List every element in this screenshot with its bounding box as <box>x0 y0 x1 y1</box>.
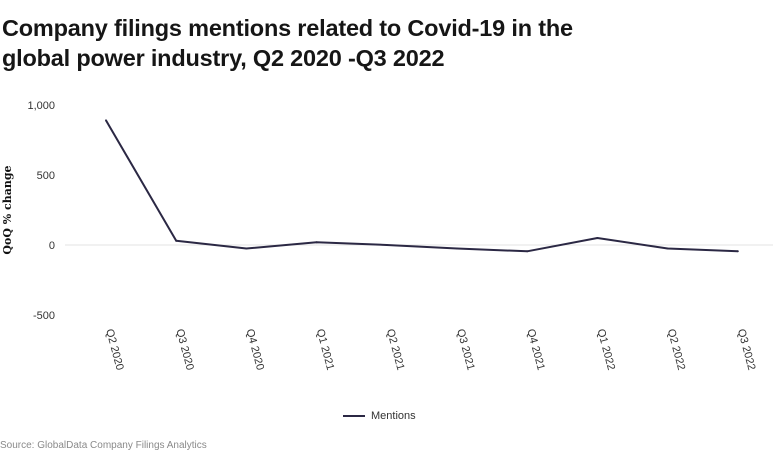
data-point <box>385 244 388 246</box>
y-tick-label: 500 <box>37 170 55 182</box>
x-tick-label: Q3 2020 <box>173 328 196 372</box>
x-tick-label: Q4 2021 <box>524 328 547 372</box>
chart-title-line-1: Company filings mentions related to Covi… <box>2 15 573 41</box>
data-point <box>105 119 107 122</box>
data-point <box>526 250 529 253</box>
y-axis-label: QoQ % change <box>1 165 14 254</box>
legend-label: Mentions <box>371 410 416 422</box>
x-tick-label: Q4 2020 <box>244 328 267 372</box>
data-point <box>245 247 248 250</box>
x-tick-label: Q1 2021 <box>314 328 337 372</box>
chart-title-line-2: global power industry, Q2 2020 -Q3 2022 <box>2 45 445 71</box>
data-point <box>736 250 739 253</box>
legend-swatch <box>343 415 365 417</box>
x-tick-label: Q3 2021 <box>454 328 477 372</box>
legend: Mentions <box>343 410 416 422</box>
data-point <box>315 241 318 244</box>
series-line-mentions <box>105 119 738 253</box>
source-note: Source: GlobalData Company Filings Analy… <box>0 440 207 451</box>
data-point <box>596 237 599 239</box>
y-tick-label: -500 <box>33 310 55 322</box>
y-tick-label: 1,000 <box>27 100 55 112</box>
chart-title: Company filings mentions related to Covi… <box>2 13 762 73</box>
data-point <box>666 247 669 250</box>
x-tick-label: Q1 2022 <box>595 328 618 372</box>
data-point <box>456 247 458 250</box>
data-point <box>175 239 178 242</box>
x-tick-label: Q2 2021 <box>384 328 407 372</box>
x-tick-label: Q2 2020 <box>103 328 126 372</box>
y-tick-label: 0 <box>49 240 55 252</box>
x-tick-label: Q2 2022 <box>665 328 688 372</box>
x-tick-label: Q3 2022 <box>735 328 758 372</box>
